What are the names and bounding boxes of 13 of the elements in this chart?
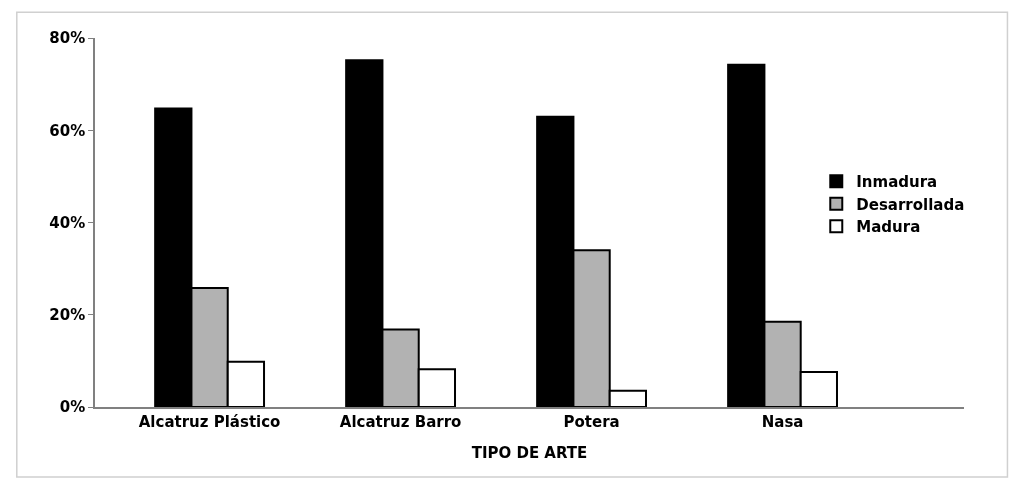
y-tick-label: 40%: [49, 213, 86, 232]
legend-label: Desarrollada: [856, 195, 965, 214]
y-tick-label: 80%: [49, 29, 86, 48]
legend-label: Inmadura: [856, 173, 938, 192]
y-tick-label: 60%: [49, 121, 86, 140]
x-tick-label: Alcatruz Barro: [339, 412, 462, 431]
y-tick-label: 20%: [49, 306, 86, 324]
x-tick-label: Alcatruz Plástico: [138, 412, 281, 431]
x-tick-label: Nasa: [761, 412, 804, 431]
y-tick-label: 0%: [59, 398, 86, 417]
x-axis-title: TIPO DE ARTE: [471, 444, 588, 463]
x-tick-label: Potera: [563, 412, 620, 431]
legend-label: Madura: [856, 218, 921, 237]
